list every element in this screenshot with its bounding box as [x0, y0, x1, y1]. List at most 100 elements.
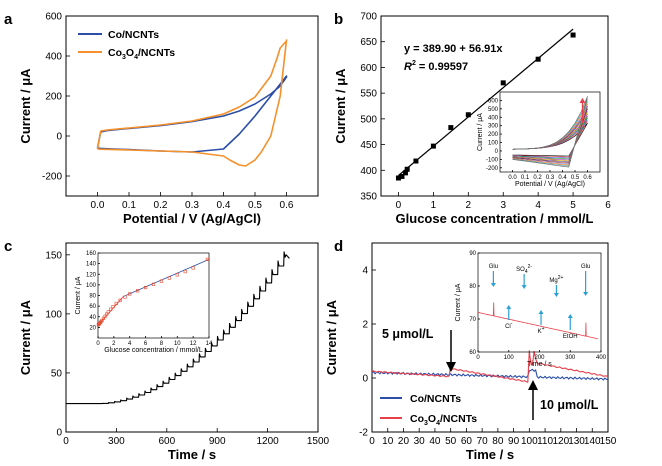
y-tick-label: 100 — [45, 309, 62, 320]
x-axis-label: Glucose concentration / mmol/L — [104, 347, 203, 354]
inset-label-etoh: EtOH — [563, 334, 578, 340]
y-tick-label: 100 — [488, 141, 499, 147]
inset-data-point — [159, 279, 164, 283]
data-point — [430, 143, 436, 149]
y-tick-label: 0 — [56, 132, 62, 143]
x-tick-label: 1 — [431, 200, 437, 211]
x-tick-label: 0.0 — [508, 175, 517, 181]
y-tick-label: 80 — [89, 294, 96, 300]
series-co3o4-line — [96, 39, 288, 167]
x-tick-label: 30 — [414, 436, 426, 447]
data-point — [395, 175, 401, 181]
x-tick-label: 120 — [552, 436, 569, 447]
inset-label-k: K+ — [538, 326, 545, 335]
inset-data-point — [106, 310, 110, 314]
legend-label-co-d: Co/NCNTs — [410, 393, 461, 405]
data-point — [535, 56, 541, 62]
y-tick-label: 200 — [45, 92, 62, 103]
panel-d: 0 10 20 30 40 50 60 70 80 90 100 110 120 130 140 150-20… — [324, 242, 617, 462]
x-tick-label: 8 — [160, 341, 164, 347]
x-tick-label: 100 — [521, 436, 538, 447]
x-tick-label: 14 — [206, 341, 213, 347]
x-axis-label: Time / s — [168, 447, 216, 462]
x-tick-label: 0.2 — [154, 200, 168, 211]
inset-data-point — [111, 305, 115, 309]
inset-d-trace — [477, 302, 598, 340]
x-axis-label: Glucose concentration / mmol/L — [396, 211, 594, 226]
y-tick-label: 2 — [362, 320, 368, 331]
y-tick-label: 600 — [45, 12, 62, 23]
y-tick-label: -200 — [486, 166, 499, 172]
x-tick-label: 60 — [461, 436, 473, 447]
plot-frame — [371, 242, 609, 433]
r-squared-label: R2 = 0.99597 — [404, 60, 468, 73]
x-tick-label: 90 — [508, 436, 520, 447]
inset-arrow-so4-head — [521, 285, 527, 289]
y-axis-label: Current / μA — [477, 113, 484, 151]
panel-b: 0 1 2 3 4 5 6 350 400 450 500 550 600 650 700 Glucose c… — [333, 12, 611, 227]
y-tick-label: 500 — [488, 107, 499, 113]
inset-data-point — [183, 269, 187, 274]
y-tick-label: 200 — [488, 132, 499, 138]
y-tick-label: 20 — [89, 325, 96, 331]
x-tick-label: 80 — [492, 436, 504, 447]
inset-d: 0 100 200 300 400 60 70 80 90 Time / s Current / μ… — [455, 251, 607, 368]
panel-a: 0.0 0.1 0.2 0.3 0.4 0.5 0.6 -200 0 200 400 600 Poten… — [18, 12, 319, 226]
inset-data-point — [109, 307, 113, 311]
x-tick-label: 6 — [144, 341, 148, 347]
x-tick-label: 0.5 — [248, 200, 262, 211]
x-tick-label: 900 — [209, 436, 226, 447]
fit-line — [398, 28, 574, 176]
x-tick-label: 2 — [466, 200, 472, 211]
y-tick-label: 600 — [360, 63, 377, 74]
x-tick-label: 0 — [396, 200, 402, 211]
panel-label-a: a — [4, 11, 13, 28]
data-point — [448, 125, 454, 131]
y-tick-label: 600 — [488, 98, 499, 104]
y-tick-label: 120 — [86, 272, 97, 278]
y-tick-label: 4 — [362, 266, 368, 277]
equation-label: y = 389.90 + 56.91x — [404, 43, 503, 55]
y-tick-label: -100 — [486, 157, 499, 163]
data-point — [404, 166, 410, 172]
y-tick-label: 60 — [89, 304, 96, 310]
y-axis-label: Current / μA — [455, 283, 462, 321]
series-co3o4-trace — [371, 350, 609, 383]
x-tick-label: 200 — [534, 355, 545, 361]
arrow-5umol-head — [446, 362, 456, 372]
x-tick-label: 0.4 — [217, 200, 231, 211]
x-tick-label: 3 — [500, 200, 506, 211]
annotation-5umol: 5 μmol/L — [382, 327, 434, 341]
y-tick-label: 50 — [51, 368, 63, 379]
y-tick-label: 400 — [45, 52, 62, 63]
data-point — [399, 173, 405, 179]
data-point — [570, 32, 576, 38]
x-tick-label: 400 — [596, 355, 607, 361]
y-tick-label: 80 — [469, 284, 476, 290]
inset-data-point — [114, 301, 118, 306]
panel-label-d: d — [334, 238, 343, 255]
inset-data-point — [151, 282, 156, 286]
legend-d: Co/NCNTs Co3O4/NCNTs — [380, 393, 477, 427]
x-axis-label: Time / s — [527, 361, 552, 368]
x-tick-label: 12 — [190, 341, 197, 347]
x-tick-label: 0 — [96, 341, 100, 347]
x-tick-label: 1500 — [307, 436, 330, 447]
y-tick-label: 400 — [360, 166, 377, 177]
y-tick-label: 550 — [360, 89, 377, 100]
plot-frame — [65, 242, 319, 433]
inset-data-point — [128, 292, 132, 296]
inset-label-glu-2: Glu — [581, 264, 590, 270]
x-tick-label: 0.3 — [546, 175, 555, 181]
x-tick-label: 600 — [158, 436, 175, 447]
inset-arrow-cl-head — [506, 305, 512, 309]
x-tick-label: 10 — [174, 341, 181, 347]
x-tick-label: 20 — [398, 436, 410, 447]
plot-frame — [65, 15, 319, 197]
x-tick-label: 0.6 — [583, 175, 592, 181]
inset-arrow-etoh-head — [567, 314, 573, 318]
x-tick-label: 0.1 — [122, 200, 136, 211]
legend-a: Co/NCNTs Co3O4/NCNTs — [78, 29, 175, 61]
